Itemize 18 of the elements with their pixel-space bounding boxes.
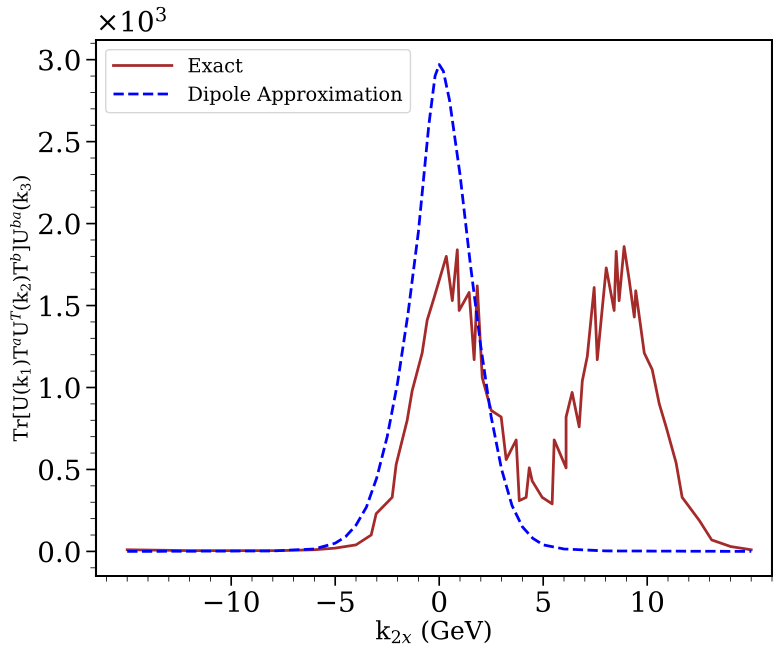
x-tick-label: −10 xyxy=(204,591,259,612)
y-tick-label: 2.5 xyxy=(39,132,80,153)
x-tick-label: 5 xyxy=(536,591,550,612)
x-tick-label: 0 xyxy=(432,591,446,612)
x-tick-label: 10 xyxy=(632,591,664,612)
legend-label: Dipole Approximation xyxy=(188,86,402,105)
y-tick-label: 1.5 xyxy=(40,295,80,316)
legend-label: Exact xyxy=(188,58,243,73)
text: Tr[U(k$_{1}$)T$^{a}$U$^{T}$(k$_{2}$)T$^{b}$]U$^{ba}$(k$_{3}$) xyxy=(10,176,31,442)
y-tick-label: 2.0 xyxy=(39,214,80,235)
line-series xyxy=(126,245,753,552)
text: ×10$^{3}$ xyxy=(100,6,166,32)
y-tick-label: 1.0 xyxy=(40,377,80,398)
y-tick-label: 3.0 xyxy=(39,50,80,71)
y-tick-label: 0.0 xyxy=(39,541,80,562)
x-axis-title: k$_{2x}$ (GeV) xyxy=(376,620,491,644)
x-tick-label: −5 xyxy=(318,591,354,612)
y-tick-label: 0.5 xyxy=(39,459,80,480)
